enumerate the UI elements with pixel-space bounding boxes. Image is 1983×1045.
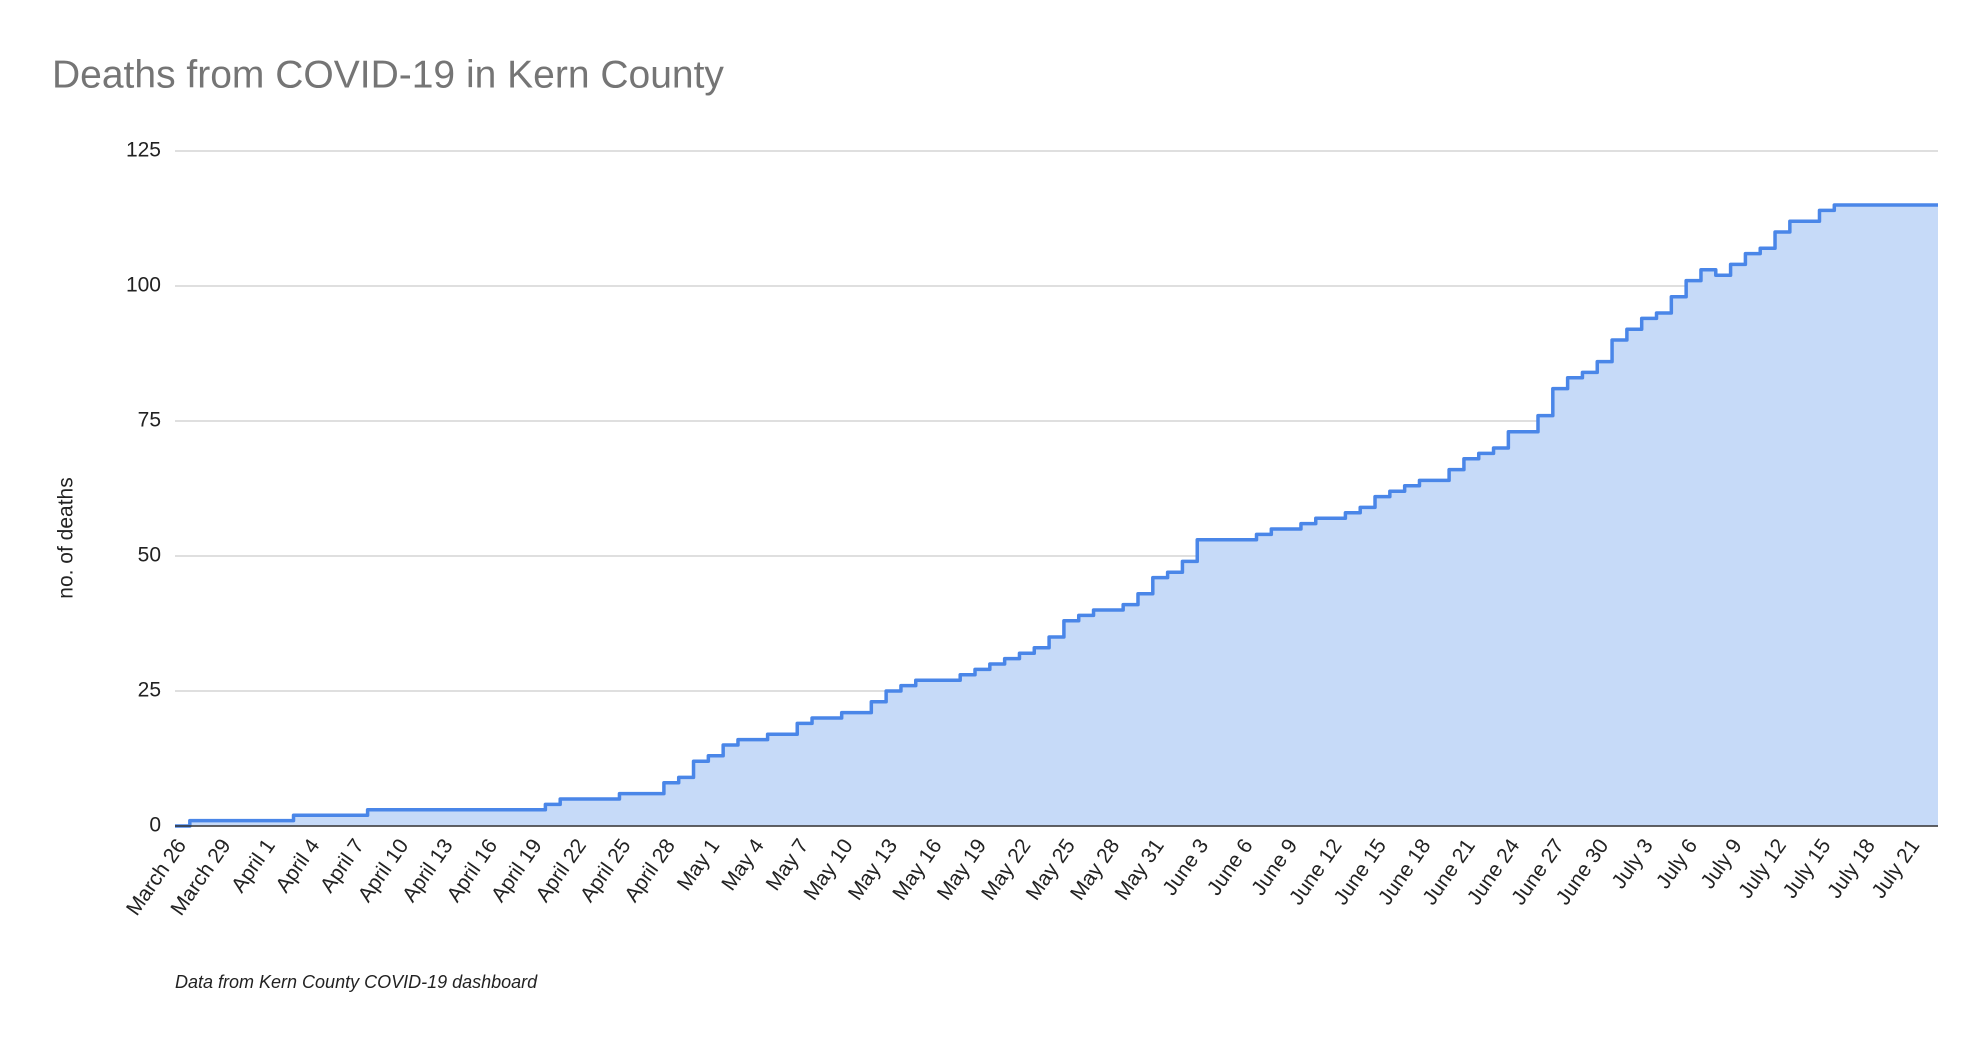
x-tick-label: April 4 xyxy=(271,835,324,897)
y-tick-label: 0 xyxy=(149,814,161,837)
x-tick-label: July 6 xyxy=(1652,835,1702,893)
x-tick-label: April 1 xyxy=(227,835,280,897)
x-tick-label: May 1 xyxy=(673,835,725,895)
x-tick-label: July 21 xyxy=(1867,835,1924,903)
y-axis-label: no. of deaths xyxy=(55,477,78,598)
area xyxy=(175,205,1938,826)
footnote: Data from Kern County COVID-19 dashboard xyxy=(175,972,538,992)
y-tick-label: 125 xyxy=(126,139,161,162)
y-tick-label: 50 xyxy=(138,544,161,567)
x-tick-label: May 4 xyxy=(717,835,769,895)
y-tick-label: 75 xyxy=(138,409,161,432)
x-tick-label: June 6 xyxy=(1203,835,1258,900)
x-tick-label: July 3 xyxy=(1607,835,1657,893)
chart-title: Deaths from COVID-19 in Kern County xyxy=(52,53,724,96)
y-tick-label: 25 xyxy=(138,679,161,702)
x-tick-label: June 3 xyxy=(1158,835,1213,900)
y-tick-label: 100 xyxy=(126,274,161,297)
step-line xyxy=(175,203,1938,828)
